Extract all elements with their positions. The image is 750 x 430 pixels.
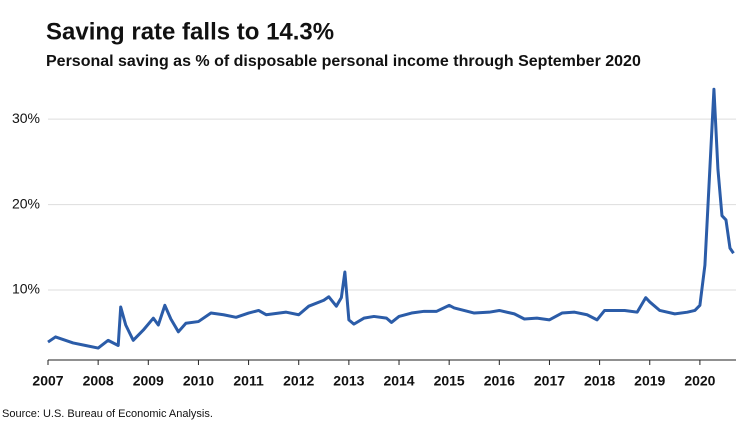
chart-subtitle: Personal saving as % of disposable perso…	[46, 53, 641, 70]
x-tick-label: 2010	[183, 373, 214, 389]
source: Source: U.S. Bureau of Economic Analysis…	[2, 408, 213, 420]
x-tick-label: 2012	[283, 373, 314, 389]
x-tick-label: 2011	[233, 373, 264, 389]
x-tick-label: 2018	[584, 373, 615, 389]
x-tick-label: 2019	[634, 373, 665, 389]
line	[47, 87, 735, 350]
x-tick-label: 2014	[383, 373, 414, 389]
x-tick-label: 2020	[684, 373, 715, 389]
y-tick-label: 10%	[12, 281, 40, 297]
y-tick-label: 20%	[12, 195, 40, 211]
x-tick-label: 2013	[333, 373, 364, 389]
x-tick-label: 2017	[534, 373, 565, 389]
x-tick-label: 2009	[133, 373, 164, 389]
chart-title: Saving rate falls to 14.3%	[46, 18, 334, 45]
x-tick-label: 2007	[32, 373, 63, 389]
y-tick-label: 30%	[12, 110, 40, 126]
x-tick-label: 2016	[484, 373, 515, 389]
x-tick-label: 2015	[434, 373, 465, 389]
x-tick-label: 2008	[83, 373, 114, 389]
